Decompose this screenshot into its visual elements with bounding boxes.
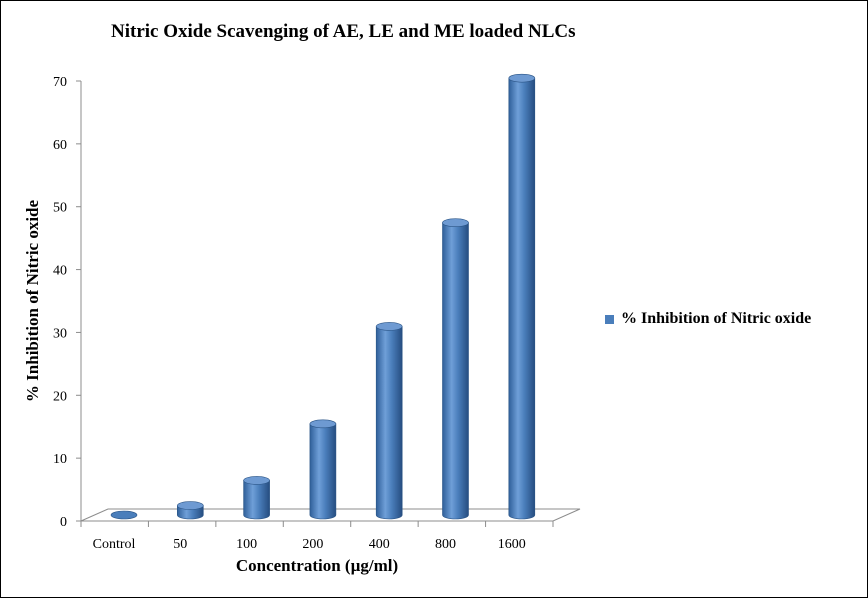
x-tick-label: 50 <box>173 537 187 552</box>
y-tick-label: 60 <box>53 138 67 153</box>
chart-title: Nitric Oxide Scavenging of AE, LE and ME… <box>111 21 576 42</box>
bar-top <box>442 218 469 228</box>
y-tick-label: 30 <box>53 326 67 341</box>
bar-top <box>375 322 403 331</box>
x-tick-label: 400 <box>369 537 390 552</box>
y-tick-label: 20 <box>53 389 67 404</box>
x-tick-label: 1600 <box>498 537 526 552</box>
bar <box>442 218 469 520</box>
bar-top <box>309 419 337 429</box>
legend-swatch <box>605 314 614 324</box>
y-tick-label: 0 <box>60 515 67 530</box>
bar <box>110 510 138 520</box>
x-tick-label: 100 <box>236 537 257 552</box>
x-tick-label: Control <box>93 537 136 552</box>
bar-body <box>375 326 403 520</box>
legend-label: % Inhibition of Nitric oxide <box>621 310 812 327</box>
y-tick-label: 70 <box>53 75 67 90</box>
y-tick-label: 40 <box>53 264 67 279</box>
x-axis-label: Concentration (µg/ml) <box>235 556 399 575</box>
bar-top <box>243 476 270 485</box>
y-tick-label: 10 <box>53 452 67 467</box>
bar-body <box>508 77 536 520</box>
y-axis-label: % Inhibition of Nitric oxide <box>23 199 42 403</box>
bar <box>309 419 337 520</box>
legend: % Inhibition of Nitric oxide <box>605 310 811 328</box>
bar-body <box>442 222 469 520</box>
bar-top <box>508 73 536 83</box>
x-tick-label: 800 <box>435 537 456 552</box>
bar <box>177 501 204 520</box>
bar-top <box>177 501 204 510</box>
bar-body <box>309 423 337 520</box>
x-tick-label: 200 <box>302 537 323 552</box>
bar-body <box>243 480 270 520</box>
bar <box>375 322 403 520</box>
bar <box>243 476 270 520</box>
bar <box>508 73 536 520</box>
bar-top <box>110 510 138 520</box>
y-tick-label: 50 <box>53 201 67 216</box>
